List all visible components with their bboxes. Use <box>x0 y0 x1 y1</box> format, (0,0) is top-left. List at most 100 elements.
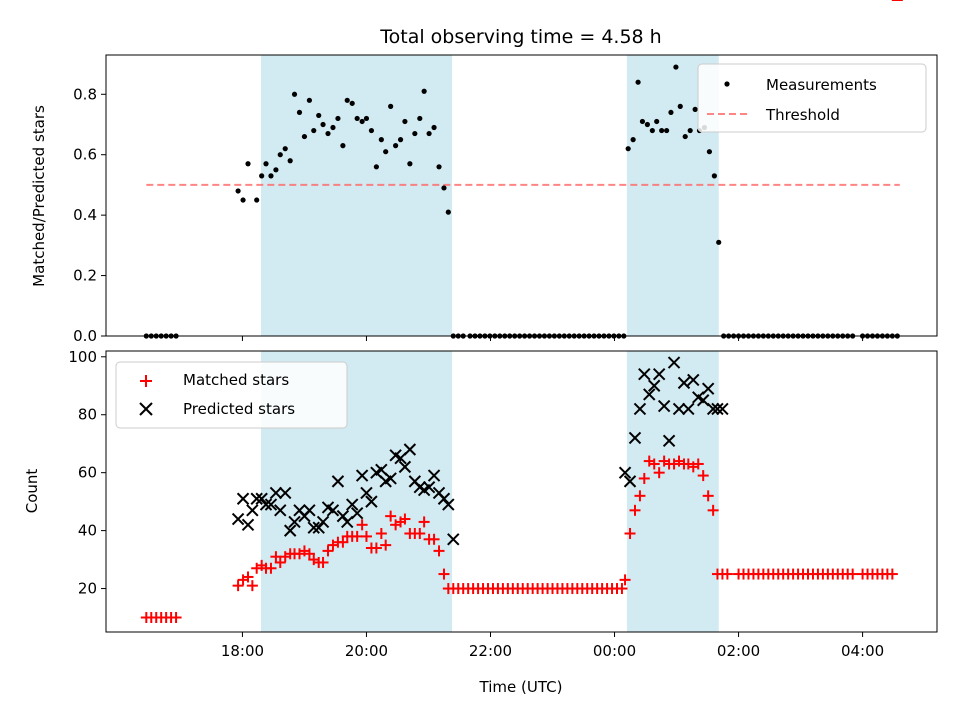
y-tick-label-top-2: 0.4 <box>73 206 97 224</box>
matched-star-point <box>692 458 704 470</box>
measurement-point <box>263 161 269 167</box>
predicted-star-point <box>307 521 320 534</box>
predicted-star-point <box>341 515 354 529</box>
measurement-point <box>368 127 375 134</box>
matched-star-point <box>265 562 277 574</box>
x-ticks-top <box>241 336 864 341</box>
top-plot-frame <box>105 54 938 337</box>
matched-star-point <box>433 545 445 557</box>
measurement-point <box>277 152 283 158</box>
measurement-point <box>677 103 683 109</box>
y-ticks-bottom: 20 40 60 80 100 <box>68 348 106 598</box>
matched-star-point <box>351 530 363 542</box>
matched-star-point <box>170 612 182 624</box>
measurement-point <box>296 109 303 116</box>
measurement-point <box>340 143 346 149</box>
x-ticks-bottom: 18:00 20:00 22:00 00:00 02:00 04:00 <box>221 632 884 660</box>
measurement-point <box>311 127 317 134</box>
predicted-star-point <box>259 498 273 511</box>
predicted-star-point <box>246 504 259 517</box>
matched-star-point <box>337 536 349 548</box>
x-tick-label-1: 20:00 <box>345 642 388 660</box>
x-tick-label-4: 02:00 <box>717 642 760 660</box>
predicted-star-point <box>657 399 671 413</box>
y-tick-label-top-4: 0.8 <box>73 85 97 103</box>
measurement-point <box>268 173 274 179</box>
shaded-intervals-bottom <box>261 351 719 632</box>
predicted-star-point <box>316 515 330 529</box>
measurement-point <box>349 100 355 106</box>
matched-star-point <box>634 490 646 502</box>
legend-top-box <box>697 63 927 133</box>
predicted-star-point <box>706 402 720 416</box>
matched-star-point <box>356 519 368 531</box>
measurement-point <box>639 118 646 125</box>
y-tick-label-bottom-4: 100 <box>68 348 97 366</box>
predicted-star-point <box>696 394 710 407</box>
measurement-point <box>306 97 313 103</box>
matched-star-point <box>270 551 282 563</box>
predicted-star-point <box>345 498 359 511</box>
measurement-point <box>664 127 670 134</box>
measurement-point <box>378 137 384 143</box>
measurement-point <box>711 173 717 179</box>
matched-star-point <box>707 504 719 516</box>
predicted-star-point <box>711 402 724 416</box>
legend-predicted-label: Predicted stars <box>183 400 295 418</box>
matched-star-point <box>399 513 411 525</box>
matched-star-point <box>274 556 286 568</box>
y-axis-label-top: Matched/Predicted stars <box>30 105 48 287</box>
measurement-point <box>359 118 365 125</box>
predicted-star-point <box>662 434 676 448</box>
predicted-star-point <box>303 504 316 517</box>
legend-top: Measurements Threshold <box>697 63 927 133</box>
shaded-interval-top-0 <box>261 55 453 336</box>
measurement-point <box>668 109 674 116</box>
measurement-point <box>316 112 322 119</box>
measurement-point <box>397 137 404 143</box>
measurement-point <box>402 118 408 125</box>
matched-star-point <box>629 504 641 516</box>
matched-star-point <box>380 539 392 551</box>
predicted-star-point <box>623 475 637 488</box>
matched-star-point <box>438 568 450 580</box>
measurement-point <box>654 118 660 125</box>
matched-star-point <box>414 528 426 540</box>
predicted-star-point <box>288 515 301 529</box>
legend-measurements-label: Measurements <box>766 76 877 94</box>
predicted-star-point <box>274 504 287 517</box>
matched-star-point <box>624 528 636 540</box>
measurement-point <box>716 239 722 245</box>
legend-measurements-marker <box>724 81 730 87</box>
predicted-star-point <box>279 486 292 500</box>
legend-bottom: Matched stars Predicted stars <box>115 361 348 429</box>
matched-star-point <box>648 458 660 470</box>
predicted-star-point <box>236 492 250 505</box>
predicted-star-point <box>336 509 350 523</box>
measurement-point <box>673 64 679 70</box>
predicted-star-point <box>682 402 695 416</box>
matched-star-point <box>616 583 628 595</box>
legend-matched-marker <box>140 375 152 387</box>
x-tick-label-5: 04:00 <box>841 642 884 660</box>
predicted-star-point <box>326 504 340 517</box>
matched-star-point <box>702 490 714 502</box>
shaded-interval-bottom-1 <box>626 351 719 632</box>
legend-predicted-marker <box>139 402 153 416</box>
y-tick-label-top-3: 0.6 <box>73 146 97 164</box>
predicted-star-point <box>403 443 417 456</box>
predicted-star-point <box>701 382 715 395</box>
measurement-point <box>335 115 341 122</box>
measurement-point <box>254 197 260 203</box>
matched-star-point <box>232 580 244 592</box>
predicted-star-point <box>250 492 263 505</box>
measurement-point <box>354 115 360 122</box>
x-tick-label-2: 22:00 <box>469 642 512 660</box>
predicted-star-point <box>241 518 255 532</box>
measurement-point <box>436 164 442 170</box>
bottom-plot-frame <box>105 350 938 633</box>
matched-star-point <box>619 574 631 586</box>
measurement-point <box>273 167 279 173</box>
matched-star-point <box>385 510 397 522</box>
measurement-point <box>301 133 308 140</box>
